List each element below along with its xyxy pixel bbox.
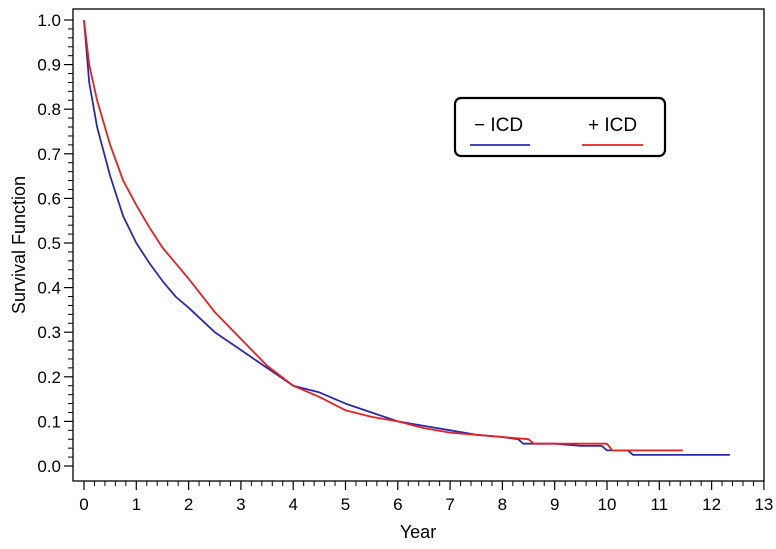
x-tick-label: 6 [393,495,402,514]
series-layer [83,19,730,456]
x-tick-label: 12 [702,495,721,514]
y-tick-label: 1.0 [37,11,61,30]
x-tick-label: 8 [498,495,507,514]
y-tick-label: 0.3 [37,323,61,342]
legend-label-plus-icd: + ICD [588,115,637,136]
y-tick-label: 0.8 [37,100,61,119]
legend-label-minus-icd: − ICD [474,115,523,136]
x-tick-label: 4 [288,495,297,514]
x-tick-label: 2 [184,495,193,514]
y-tick-label: 0.4 [37,279,61,298]
y-tick-label: 0.0 [37,457,61,476]
y-tick-label: 0.7 [37,145,61,164]
y-tick-label: 0.5 [37,234,61,253]
y-tick-label: 0.1 [37,412,61,431]
x-axis: 0 1 2 3 4 5 6 7 8 9 10 11 12 13 [79,481,773,514]
x-tick-label: 11 [650,495,668,514]
y-axis-title: Survival Function [9,176,29,314]
legend-box [453,96,667,158]
x-tick-label: 3 [236,495,245,514]
y-tick-label: 0.2 [37,368,61,387]
x-tick-label: 13 [754,495,773,514]
series-line-plus-icd [83,19,683,452]
x-tick-label: 10 [598,495,617,514]
x-tick-label: 7 [445,495,454,514]
x-tick-label: 9 [550,495,559,514]
x-tick-label: 0 [79,495,88,514]
y-tick-label: 0.6 [37,189,61,208]
series-line-minus-icd [83,19,730,456]
y-tick-label: 0.9 [37,56,61,75]
x-tick-label: 5 [341,495,350,514]
plot-frame [72,8,765,482]
x-tick-label: 1 [132,495,141,514]
x-axis-title: Year [400,522,436,542]
y-axis: 0.0 0.1 0.2 0.3 0.4 0.5 0.6 0.7 0.8 0.9 1.0 [37,11,73,476]
legend: − ICD + ICD [453,96,667,158]
